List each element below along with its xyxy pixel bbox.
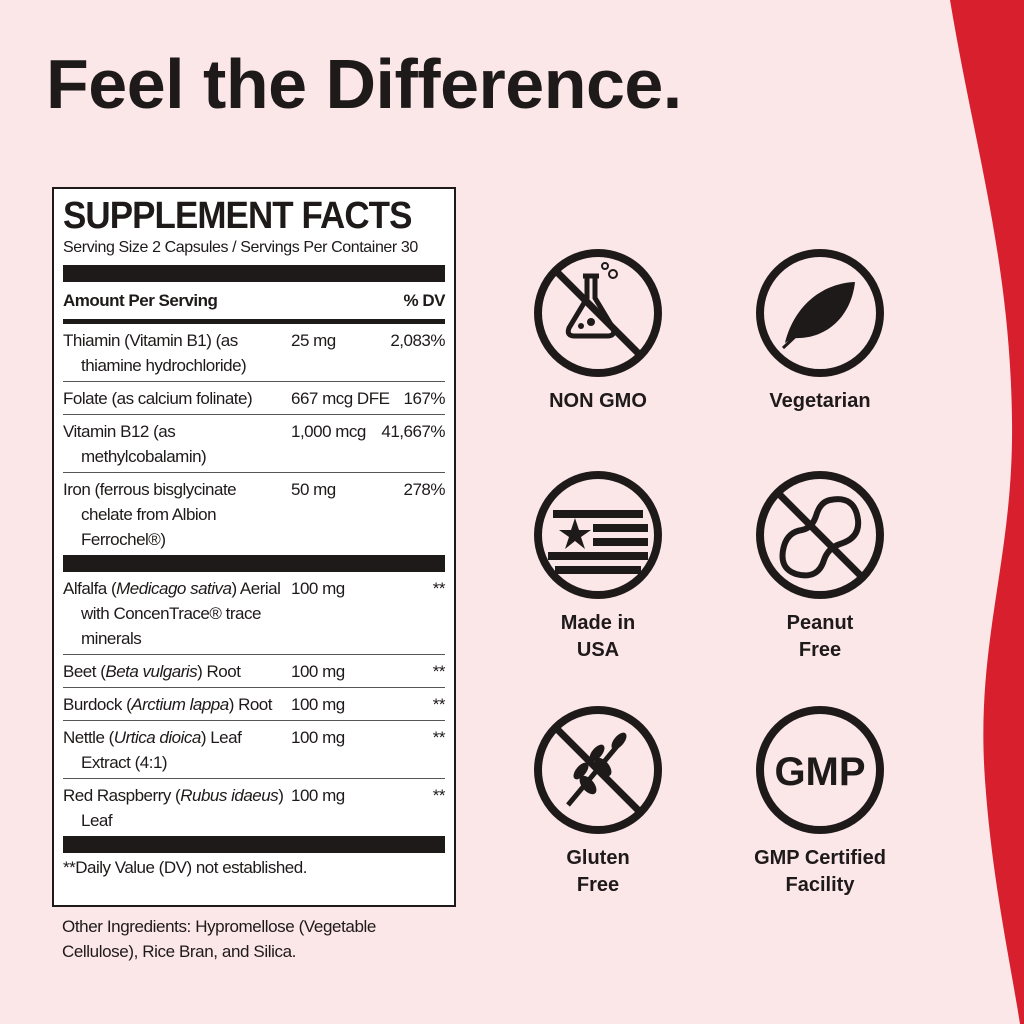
ingredient-row: Alfalfa (Medicago sativa) Aerial with Co… — [63, 572, 446, 655]
nutrient-amount: 1,000 mcg — [291, 422, 366, 441]
peanut-crossed-icon — [756, 471, 884, 599]
ingredient-row: Nettle (Urtica dioica) Leaf Extract (4:1… — [63, 721, 446, 779]
ingredient-name: Alfalfa (Medicago sativa) Aerial with Co… — [63, 579, 281, 648]
ingredient-dv: ** — [432, 695, 446, 714]
ingredient-amount: 100 mg — [291, 662, 345, 681]
gmp-icon: GMP — [756, 706, 884, 834]
ingredient-name: Beet (Beta vulgaris) Root — [63, 662, 241, 681]
serving-info: Serving Size 2 Capsules / Servings Per C… — [63, 239, 418, 256]
badge-flask-crossed: NON GMO — [533, 248, 663, 415]
nutrient-row: Thiamin (Vitamin B1) (as thiamine hydroc… — [63, 324, 445, 382]
ingredient-row: Beet (Beta vulgaris) Root 100 mg ** — [63, 655, 446, 688]
nutrient-row: Folate (as calcium folinate) 667 mcg DFE… — [63, 382, 446, 415]
column-header: Amount Per Serving % DV — [63, 282, 446, 319]
headline: Feel the Difference. — [46, 45, 682, 123]
badge-us-flag: Made in USA — [533, 470, 663, 664]
nutrient-dv: 41,667% — [381, 422, 445, 441]
ingredient-dv: ** — [432, 579, 446, 598]
badge-leaf: Vegetarian — [755, 248, 885, 415]
wheat-crossed-icon — [534, 706, 662, 834]
badge-label: Made in USA — [560, 612, 636, 661]
nutrient-amount: 50 mg — [291, 480, 336, 499]
ingredient-dv: ** — [432, 728, 446, 747]
other-ingredients: Other Ingredients: Hypromellose (Vegetab… — [62, 917, 376, 961]
nutrient-dv: 278% — [403, 480, 446, 499]
ingredient-amount: 100 mg — [291, 786, 345, 805]
badge-wheat-crossed: Gluten Free — [533, 705, 663, 899]
us-flag-icon — [534, 471, 662, 599]
ingredient-dv: ** — [432, 662, 446, 681]
badge-label: Vegetarian — [769, 390, 871, 412]
ingredient-row: Burdock (Arctium lappa) Root 100 mg ** — [63, 688, 446, 721]
badge-label: Peanut Free — [786, 612, 854, 661]
facts-title: SUPPLEMENT FACTS — [63, 195, 412, 237]
amount-header: Amount Per Serving — [63, 290, 218, 310]
ingredient-amount: 100 mg — [291, 728, 345, 747]
nutrient-row: Vitamin B12 (as methylcobalamin) 1,000 mc… — [63, 415, 445, 473]
ingredient-row: Red Raspberry (Rubus idaeus) Leaf 100 mg *… — [63, 779, 446, 836]
nutrient-amount: 667 mcg DFE — [291, 389, 390, 408]
svg-text:GMP: GMP — [774, 750, 865, 794]
nutrient-row: Iron (ferrous bisglycinate chelate from … — [63, 473, 446, 555]
divider-bar — [63, 836, 445, 853]
nutrient-dv: 2,083% — [390, 331, 445, 350]
badge-peanut-crossed: Peanut Free — [755, 470, 885, 664]
ingredient-name: Red Raspberry (Rubus idaeus) Leaf — [63, 786, 284, 830]
ingredient-name: Burdock (Arctium lappa) Root — [63, 695, 272, 714]
nutrient-name: Vitamin B12 (as methylcobalamin) — [63, 422, 207, 466]
divider-bar — [63, 555, 445, 572]
nutrient-name: Iron (ferrous bisglycinate chelate from … — [63, 480, 237, 549]
footnote: **Daily Value (DV) not established. — [63, 858, 307, 877]
leaf-icon — [756, 249, 884, 377]
ingredient-dv: ** — [432, 786, 446, 805]
dv-header: % DV — [403, 290, 446, 310]
ingredient-amount: 100 mg — [291, 579, 345, 598]
supplement-facts-panel: SUPPLEMENT FACTS Serving Size 2 Capsules… — [52, 187, 456, 907]
ingredient-name: Nettle (Urtica dioica) Leaf Extract (4:1… — [63, 728, 242, 772]
nutrient-dv: 167% — [403, 389, 446, 408]
nutrient-amount: 25 mg — [291, 331, 336, 350]
nutrient-name: Folate (as calcium folinate) — [63, 389, 253, 408]
flask-crossed-icon — [534, 249, 662, 377]
ingredient-amount: 100 mg — [291, 695, 345, 714]
badge-label: GMP Certified Facility — [754, 847, 886, 896]
badge-label: Gluten Free — [566, 847, 630, 896]
nutrient-name: Thiamin (Vitamin B1) (as thiamine hydroc… — [63, 331, 247, 375]
divider-bar — [63, 319, 445, 324]
badge-gmp: GMP GMP Certified Facility — [730, 705, 910, 899]
badge-label: NON GMO — [549, 390, 647, 412]
divider-bar — [63, 265, 445, 282]
